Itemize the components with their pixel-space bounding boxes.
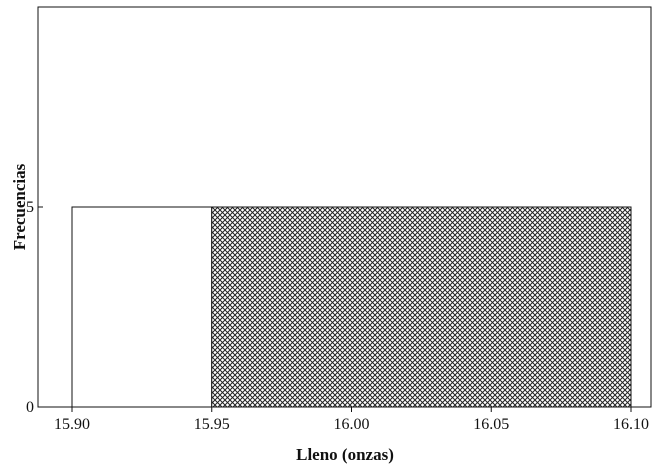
x-axis-title: Lleno (onzas) (296, 445, 394, 464)
y-tick-label: 0 (26, 399, 34, 416)
x-tick-label: 15.90 (54, 416, 90, 433)
x-tick-label: 16.00 (334, 416, 370, 433)
ticks-layer: 15.90 15.95 16.00 16.05 16.10 0 5 (26, 199, 649, 433)
x-tick-label: 15.95 (194, 416, 230, 433)
bars-layer (71, 206, 632, 408)
histogram-bar-1 (71, 206, 213, 408)
x-tick-label: 16.05 (473, 416, 509, 433)
histogram-bar-2 (211, 206, 632, 408)
y-axis-title: Frecuencias (10, 163, 29, 250)
y-tick-label: 5 (26, 199, 34, 216)
x-tick-label: 16.10 (613, 416, 649, 433)
